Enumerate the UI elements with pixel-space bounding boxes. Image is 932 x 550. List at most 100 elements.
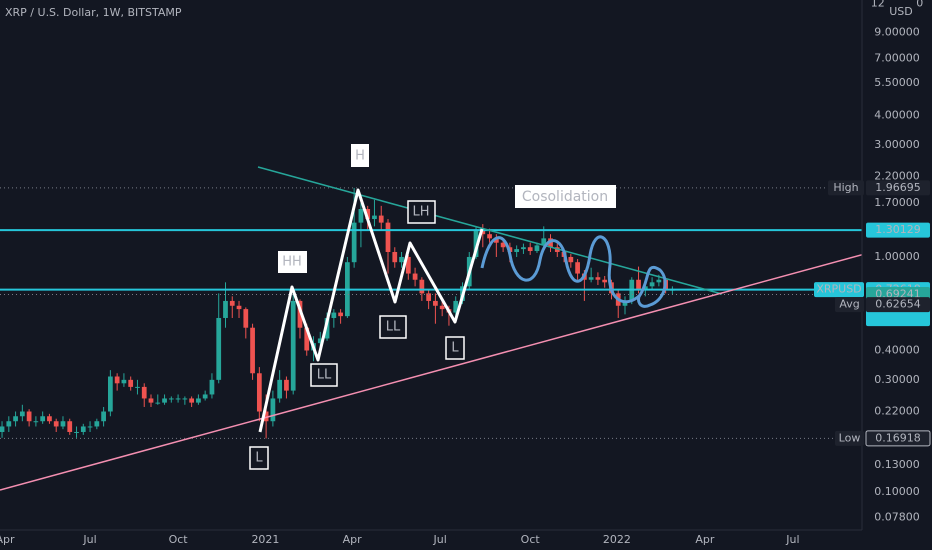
candle-body <box>189 398 195 403</box>
candle-body <box>290 300 296 391</box>
annotation: L <box>255 451 263 466</box>
candle-body <box>196 398 201 403</box>
annotation-box <box>515 185 616 208</box>
candle-body <box>534 245 540 252</box>
candle-body <box>202 394 208 399</box>
y-tick-label: 5.50000 <box>874 76 920 89</box>
price-tag-value: 1.30129 <box>875 223 921 236</box>
candle-body <box>514 249 520 252</box>
annotation: Cosolidation <box>522 189 608 205</box>
candle-body <box>412 273 418 280</box>
candle-body <box>297 300 303 328</box>
x-tick-label: Jul <box>785 533 799 546</box>
price-tag-name-box <box>835 430 864 446</box>
candle-body <box>419 279 425 294</box>
price-tag-value: 1.96695 <box>875 181 921 194</box>
zigzag <box>258 188 484 433</box>
y-tick-label: 9.00000 <box>874 26 920 39</box>
candle-body <box>439 305 445 310</box>
price-tag-value: 0.62654 <box>875 298 921 311</box>
candle-body <box>53 421 59 427</box>
candle-body <box>243 309 249 328</box>
candle-body <box>263 411 269 422</box>
candle-body <box>168 398 174 400</box>
candle-body <box>595 277 601 280</box>
candle-body <box>392 251 398 263</box>
price-tag-name: Avg <box>839 298 859 311</box>
candle-body <box>487 234 492 239</box>
price-tag-value: 0.16918 <box>875 431 921 444</box>
y-tick-label: 1.70000 <box>874 196 920 209</box>
candle-body <box>101 411 106 422</box>
x-tick-label: Apr <box>0 533 15 546</box>
annotation: L <box>451 341 459 356</box>
candle-body <box>372 215 377 220</box>
annotation-box <box>249 446 269 470</box>
candle-body <box>385 222 391 252</box>
candle-body <box>216 317 222 380</box>
annotation: LL <box>317 368 332 383</box>
price-tag-name-box <box>828 180 864 196</box>
candle-body <box>521 247 526 250</box>
candle-body <box>236 305 242 310</box>
candle-body <box>114 376 120 384</box>
candle-body <box>94 421 100 427</box>
candle-body <box>80 426 86 432</box>
price-tag-name-box <box>835 297 864 313</box>
candle-body <box>121 379 127 384</box>
candle-body <box>13 416 18 422</box>
candle-body <box>19 411 25 417</box>
candle-body <box>108 376 113 412</box>
candle-body <box>575 262 580 274</box>
y-tick-label: 0.10000 <box>874 485 920 498</box>
candle-body <box>284 379 289 391</box>
price-tag <box>866 222 930 238</box>
candle-body <box>473 230 479 257</box>
candle-body <box>656 279 662 283</box>
chart-title: XRP / U.S. Dollar, 1W, BITSTAMP <box>5 6 182 19</box>
drawings: H HH LH LL LL L L Cosolidation <box>0 144 862 491</box>
annotation-box <box>278 251 307 273</box>
candle-body <box>229 300 235 306</box>
x-tick-label: Jul <box>82 533 96 546</box>
y-tick-label: 2.20000 <box>874 169 920 182</box>
unit-box <box>884 0 916 18</box>
candle-body <box>40 416 46 422</box>
candle-body <box>141 386 147 399</box>
candle-body <box>67 421 73 432</box>
price-tag <box>866 180 930 196</box>
price-tag-name: Low <box>839 431 861 444</box>
annotation: H <box>355 149 365 164</box>
y-tick-label: 1.00000 <box>874 250 920 263</box>
x-tick-label: 2022 <box>603 533 631 546</box>
annotation-box <box>379 315 407 339</box>
y-tick-label: 4.00000 <box>874 108 920 121</box>
candle-body <box>480 230 486 235</box>
price-tag <box>866 297 930 313</box>
candle-body <box>602 279 608 283</box>
candle-body <box>636 279 641 291</box>
candle-body <box>6 421 12 427</box>
annotation: HH <box>282 255 302 270</box>
levels <box>0 187 862 439</box>
candle-body <box>527 247 533 252</box>
candle-body <box>148 398 154 403</box>
candle-body <box>453 300 459 313</box>
candle-body <box>256 373 262 412</box>
annotation: LL <box>386 320 401 335</box>
x-tick-label: Oct <box>169 533 189 546</box>
x-tick-label: Apr <box>695 533 715 546</box>
y-tick-label: 0.13000 <box>874 458 920 471</box>
candle-body <box>182 398 188 400</box>
candle-body <box>622 300 628 306</box>
annotation-box <box>407 200 436 224</box>
candle-body <box>399 256 404 263</box>
candle-body <box>317 338 323 344</box>
unit-label: USD <box>889 5 913 18</box>
candle-body <box>493 238 499 243</box>
y-tick-label: 0.07800 <box>874 510 920 523</box>
candle-body <box>568 256 574 263</box>
